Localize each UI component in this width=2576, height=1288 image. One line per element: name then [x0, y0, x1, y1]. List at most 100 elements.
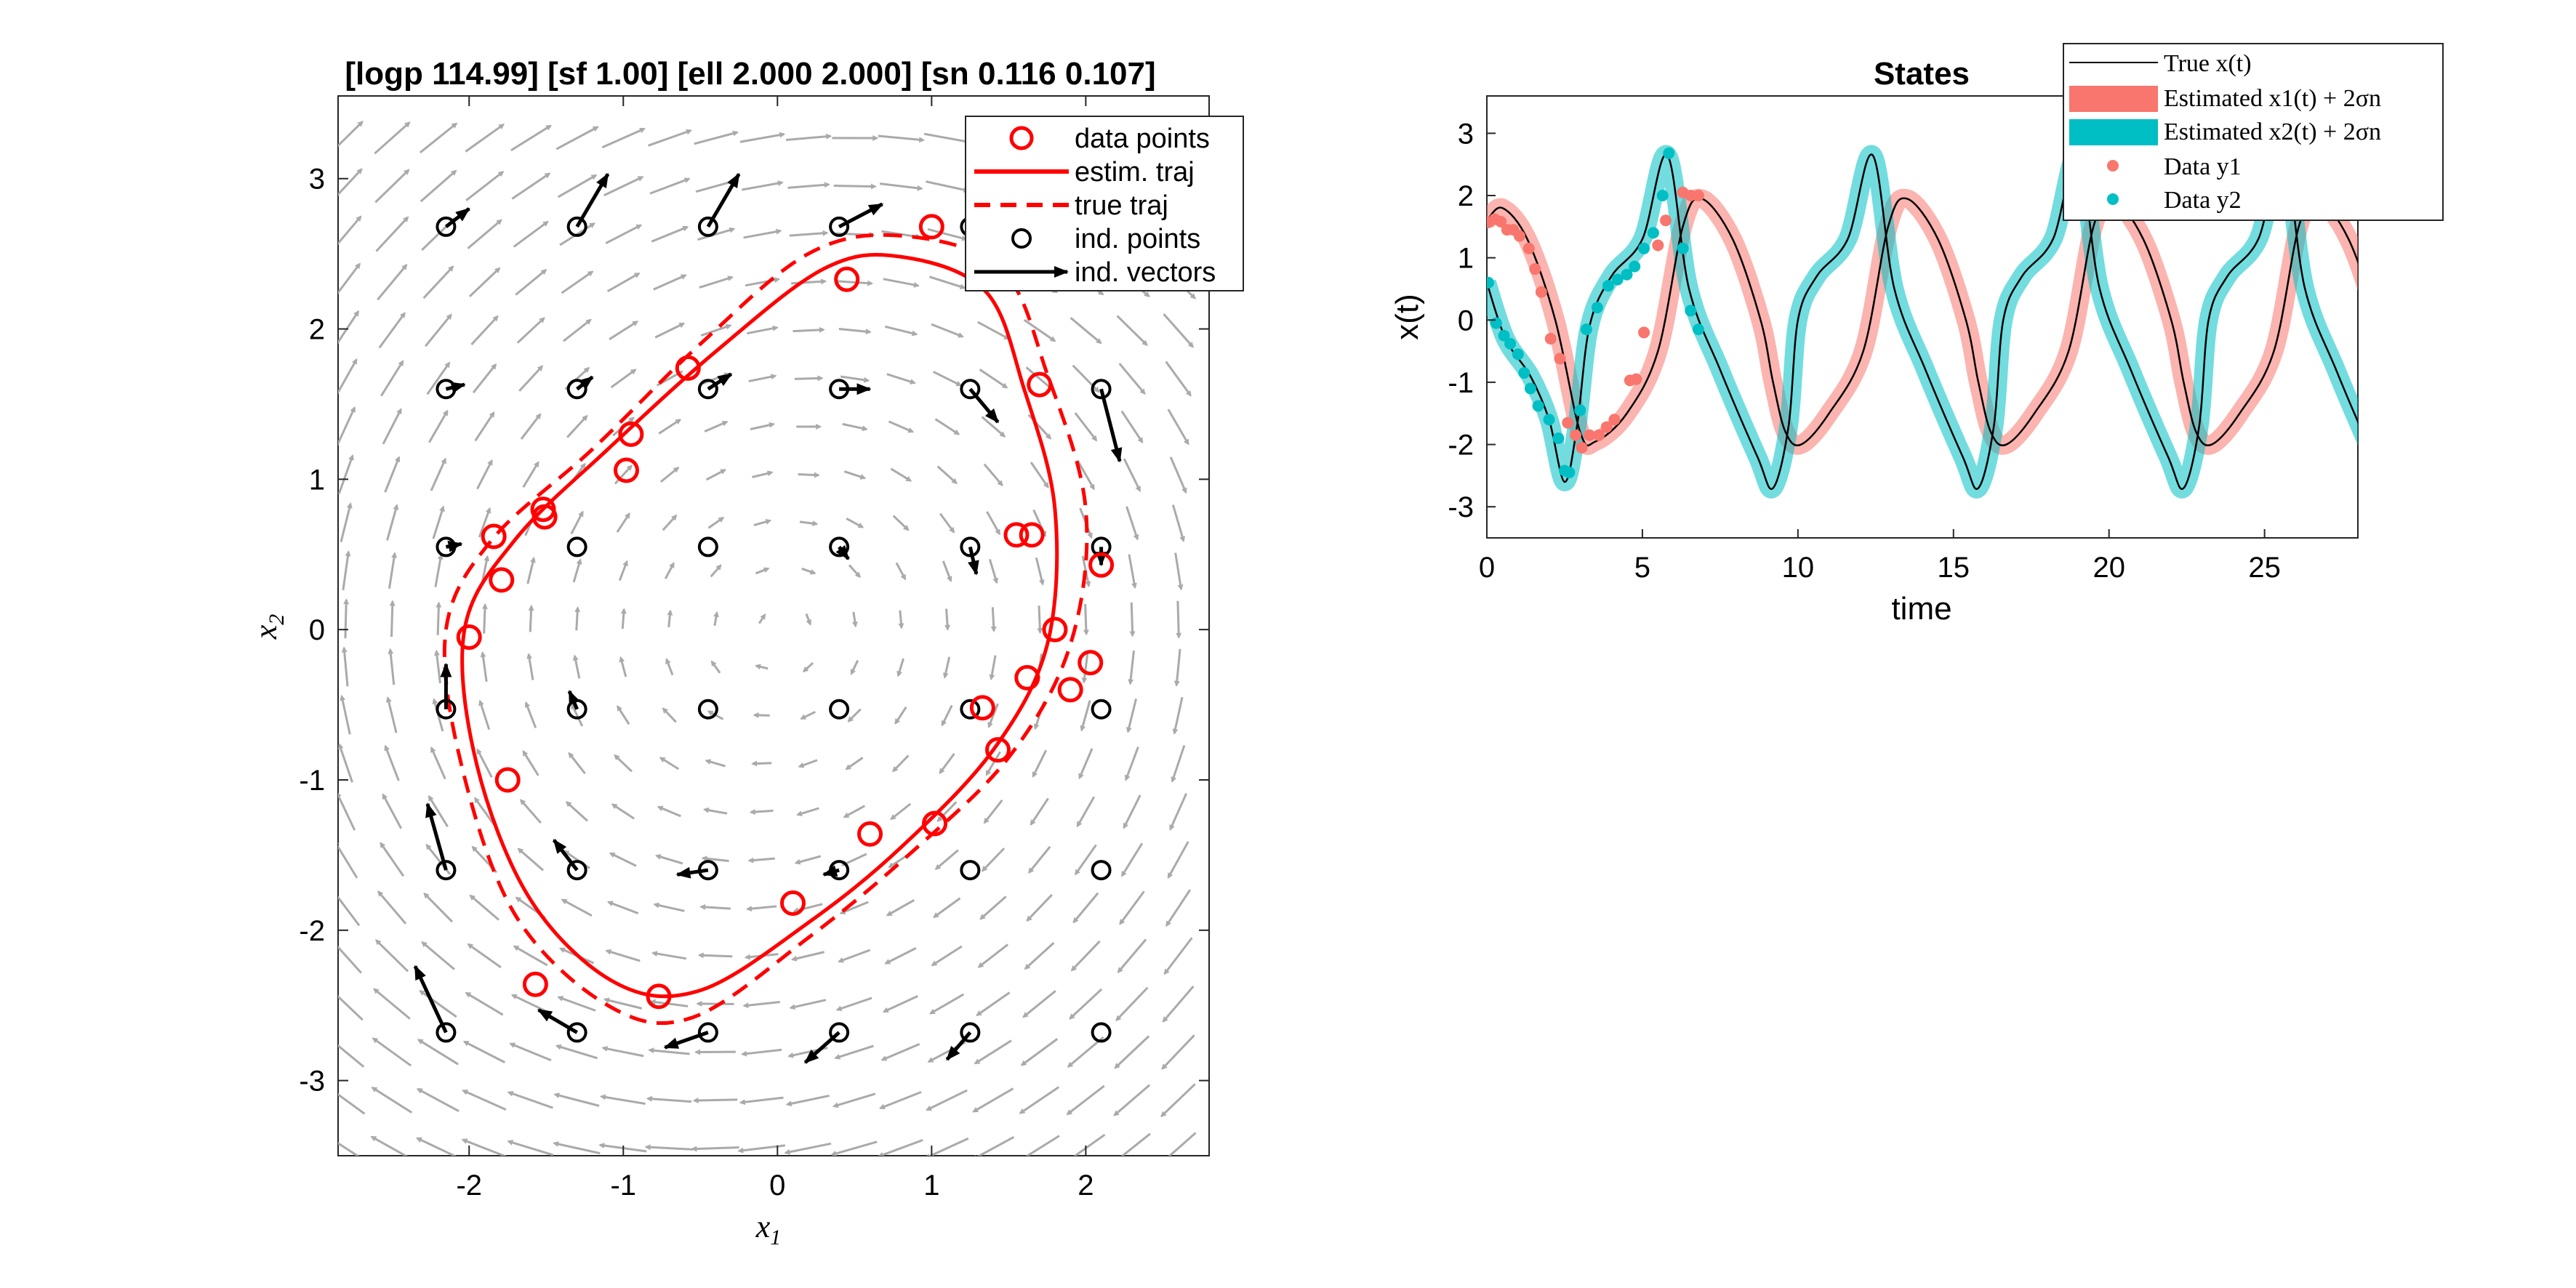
- field-arrow: [977, 943, 1009, 968]
- ind-vector: [444, 207, 470, 228]
- field-arrow: [599, 1094, 646, 1105]
- field-arrow: [570, 510, 584, 535]
- field-arrow: [1118, 363, 1146, 395]
- field-arrow: [694, 130, 739, 145]
- field-arrow: [422, 265, 454, 299]
- field-arrow: [568, 752, 586, 775]
- field-arrow: [373, 988, 411, 1020]
- x-tick-label: 0: [769, 1170, 785, 1202]
- field-arrow: [470, 315, 499, 346]
- field-arrow: [338, 895, 361, 927]
- data-y1-point: [1584, 429, 1596, 441]
- field-arrow: [895, 562, 907, 581]
- ind-point: [436, 216, 457, 237]
- field-arrow: [1162, 985, 1195, 1023]
- states-y-tick-label: -1: [1448, 367, 1474, 399]
- data-point: [1057, 677, 1083, 703]
- field-arrow: [700, 323, 732, 337]
- field-arrow: [338, 406, 356, 446]
- field-arrow: [424, 313, 452, 347]
- field-arrow: [892, 515, 910, 531]
- field-arrow: [389, 600, 396, 637]
- field-arrow: [696, 1000, 734, 1007]
- phase-x-label-sub: 1: [770, 1225, 781, 1249]
- data-y2-point: [1656, 190, 1669, 202]
- field-arrow: [338, 310, 360, 345]
- field-arrow: [374, 121, 411, 155]
- states-x-tick-label: 0: [1479, 552, 1495, 584]
- data-y1-point: [1513, 230, 1525, 242]
- field-arrow: [1163, 937, 1193, 975]
- field-arrow: [385, 696, 398, 733]
- field-arrow: [518, 365, 544, 392]
- field-arrow: [799, 520, 819, 527]
- legend-true-traj: true traj: [1075, 190, 1168, 221]
- data-y1-point: [1554, 353, 1566, 365]
- field-arrow: [341, 646, 349, 687]
- field-arrow: [606, 901, 639, 914]
- field-arrow: [1128, 650, 1135, 685]
- field-arrow: [372, 1037, 412, 1067]
- field-arrow: [649, 999, 689, 1007]
- y-tick-label: 0: [309, 614, 325, 646]
- ind-point: [960, 536, 981, 558]
- data-y1-point: [1544, 332, 1557, 345]
- field-arrow: [976, 991, 1011, 1016]
- field-arrow: [519, 799, 542, 824]
- data-y1-point: [1600, 421, 1613, 433]
- field-arrow: [699, 903, 731, 910]
- field-arrow: [465, 171, 505, 201]
- data-y1-point: [1652, 239, 1664, 251]
- field-arrow: [462, 1040, 506, 1063]
- field-arrow: [654, 854, 683, 865]
- field-arrow: [848, 564, 861, 579]
- field-arrow: [478, 507, 491, 538]
- field-arrow: [653, 274, 687, 291]
- field-arrow: [886, 898, 915, 917]
- field-arrow: [944, 608, 951, 631]
- true-state-lines: [1487, 153, 2358, 491]
- field-arrow: [338, 168, 363, 196]
- field-arrow: [801, 567, 816, 575]
- data-y1-point: [1692, 190, 1704, 202]
- true-trajectory: [442, 233, 1089, 1026]
- field-arrow: [342, 550, 351, 591]
- field-arrow: [338, 743, 353, 783]
- field-arrow: [603, 997, 643, 1010]
- ind-point: [829, 699, 850, 720]
- field-arrow: [983, 799, 1003, 824]
- legend-ind-points: ind. points: [1075, 224, 1200, 254]
- field-arrow: [1025, 366, 1054, 391]
- field-arrow: [1069, 988, 1103, 1020]
- field-arrow: [609, 852, 637, 867]
- field-arrow: [434, 553, 444, 587]
- field-arrow: [340, 694, 351, 735]
- ind-vector: [945, 1031, 972, 1061]
- field-arrow: [843, 805, 866, 818]
- field-arrow: [926, 1089, 968, 1111]
- field-arrow: [1129, 602, 1136, 637]
- field-arrow: [374, 939, 409, 973]
- field-arrow: [884, 325, 918, 337]
- state-data-points: [1487, 147, 1704, 479]
- field-arrow: [433, 649, 441, 684]
- field-arrow: [789, 230, 829, 237]
- field-arrow: [461, 1138, 507, 1156]
- field-arrow: [644, 1144, 694, 1151]
- ind-vector: [706, 172, 741, 228]
- y-tick-label: 1: [309, 464, 325, 496]
- field-arrow: [1173, 648, 1181, 687]
- states-x-tick-label: 20: [2093, 552, 2125, 584]
- legend-est2: Estimated x2(t) + 2σn: [2164, 118, 2381, 145]
- field-arrow: [791, 278, 827, 285]
- field-arrow: [340, 502, 353, 543]
- field-arrow: [927, 228, 968, 241]
- field-arrow: [618, 560, 628, 581]
- states-y-tick-label: -3: [1448, 491, 1474, 523]
- field-arrow: [338, 358, 358, 395]
- field-arrow: [386, 504, 399, 541]
- data-y2-point: [1498, 329, 1510, 342]
- data-point: [922, 810, 948, 837]
- field-arrow: [374, 169, 410, 204]
- data-y2-point: [1692, 323, 1704, 336]
